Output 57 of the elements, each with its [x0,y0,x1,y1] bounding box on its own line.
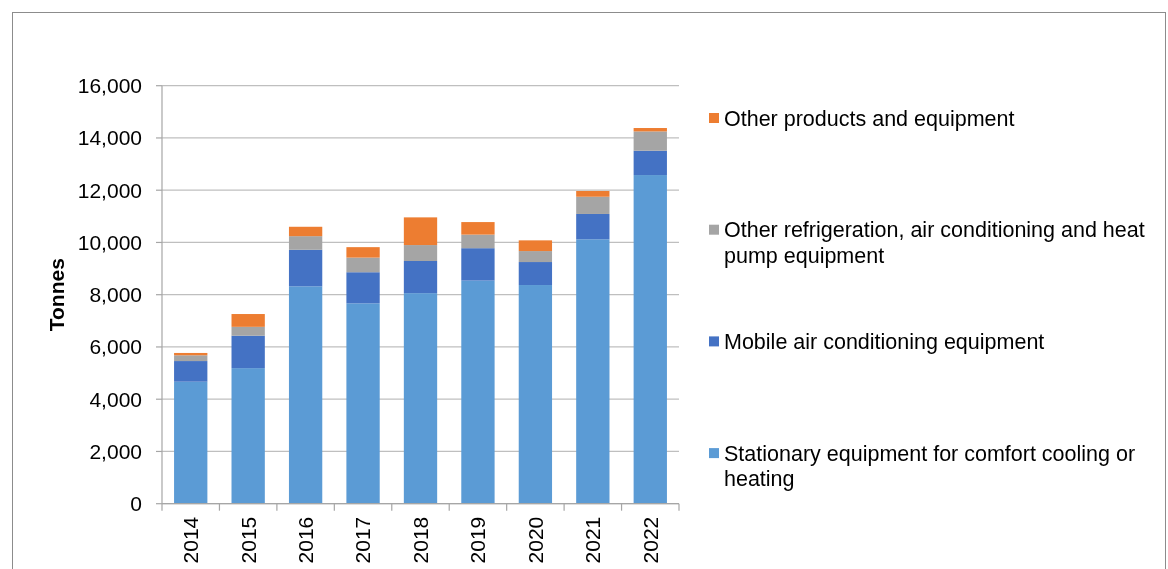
bar [576,213,610,240]
x-tick-label: 2019 [466,516,490,564]
bar [288,226,323,237]
bar [174,361,208,382]
legend-label: Other refrigeration, air conditioning and heat pump equipment [724,218,1145,269]
bar [576,196,610,214]
bar [346,257,380,273]
bar [288,249,323,287]
bar [288,286,323,504]
y-tick-label: 14,000 [77,126,142,150]
bar [633,131,667,151]
x-tick-label: 2018 [408,516,432,564]
bar [403,217,438,246]
bar [461,280,495,504]
bar [174,355,208,362]
bar [461,234,495,249]
y-tick-label: 8,000 [89,283,142,307]
x-tick-label: 2021 [581,516,605,564]
bar [231,335,265,369]
x-tick-label: 2014 [179,516,203,564]
y-tick-label: 2,000 [89,439,142,463]
y-tick-label: 16,000 [77,74,142,98]
x-tick-label: 2020 [523,516,547,564]
bar [518,240,553,252]
bar [403,261,438,294]
legend-label: Stationary equipment for comfort cooling or heating [724,441,1136,492]
bar [288,236,323,250]
bar [461,222,495,235]
y-axis-title: Tonnes [45,258,69,332]
bar [403,245,438,261]
bar [576,190,610,197]
bar [518,251,553,263]
x-tick-label: 2017 [351,516,375,564]
bar [346,303,380,504]
bar [461,248,495,281]
legend-label: Mobile air conditioning equipment [724,329,1045,354]
y-tick-label: 4,000 [89,387,142,411]
bar [633,175,667,504]
x-tick-label: 2015 [236,516,260,564]
y-tick-label: 6,000 [89,335,142,359]
legend-label: Other products and equipment [724,106,1015,131]
bar [633,150,667,176]
y-tick-label: 12,000 [77,178,142,202]
bar [403,293,438,504]
bar [518,285,553,504]
bar [346,272,380,304]
bar [231,368,265,504]
bar [231,314,265,327]
y-tick-label: 0 [130,492,142,516]
bar [174,381,208,504]
bar [346,247,380,258]
x-tick-label: 2022 [638,516,662,564]
bar [518,262,553,286]
bar [576,239,610,504]
bar [231,326,265,336]
y-tick-label: 10,000 [77,230,142,254]
x-tick-label: 2016 [293,516,317,564]
